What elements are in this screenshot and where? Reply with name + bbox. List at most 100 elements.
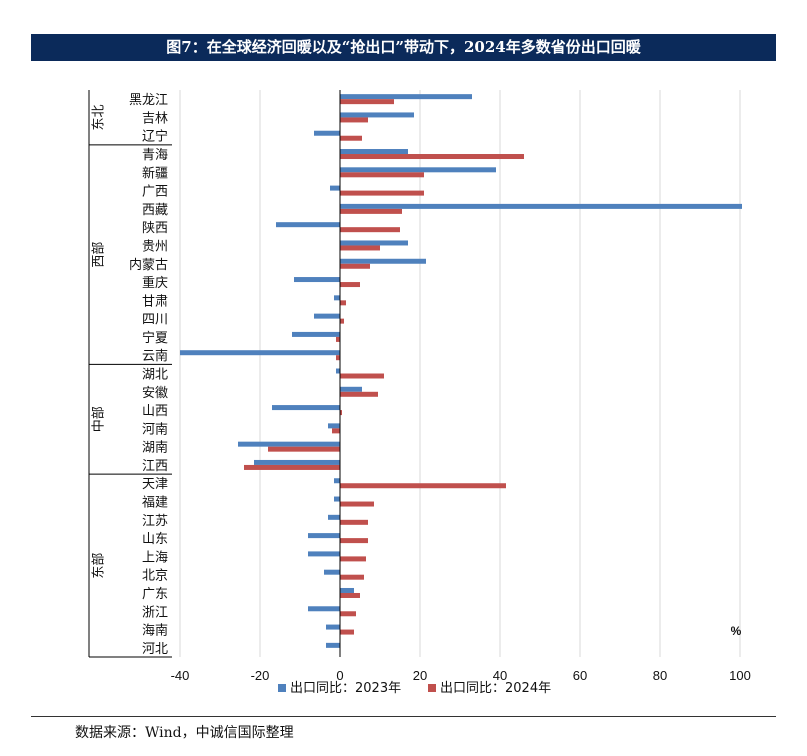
- legend-swatch: [278, 684, 286, 692]
- bar: [294, 277, 340, 283]
- bar: [334, 295, 340, 301]
- bar: [340, 483, 506, 489]
- bar: [332, 428, 340, 434]
- bar: [324, 569, 340, 575]
- bar: [180, 350, 340, 356]
- bar: [340, 135, 362, 141]
- x-tick-label: 20: [413, 668, 427, 683]
- bar: [340, 410, 342, 416]
- x-tick-label: 80: [653, 668, 667, 683]
- category-label: 西藏: [142, 203, 168, 218]
- bar: [340, 245, 380, 251]
- category-label: 辽宁: [142, 129, 168, 145]
- bar: [340, 318, 344, 324]
- bar: [334, 496, 340, 502]
- category-label: 云南: [142, 348, 168, 364]
- chart-title-bar: 图7：在全球经济回暖以及“抢出口”带动下，2024年多数省份出口回暖: [31, 34, 776, 61]
- bar: [328, 423, 340, 429]
- category-label: 四川: [142, 313, 168, 328]
- bar: [340, 208, 402, 214]
- bar: [340, 282, 360, 288]
- bar: [244, 464, 340, 470]
- bar: [340, 391, 378, 397]
- category-label: 内蒙古: [129, 257, 168, 273]
- bar: [340, 629, 354, 635]
- bar: [292, 331, 340, 337]
- category-label: 安徽: [142, 386, 168, 401]
- bar: [314, 313, 340, 319]
- bar: [340, 154, 524, 160]
- bar: [238, 441, 340, 447]
- category-label: 山西: [142, 404, 168, 419]
- category-label: 山东: [142, 532, 168, 547]
- bar: [340, 240, 408, 246]
- bar: [328, 514, 340, 520]
- bar: [340, 258, 426, 264]
- bar: [340, 592, 360, 598]
- category-label: 江西: [142, 459, 168, 474]
- legend-swatch: [428, 684, 436, 692]
- category-label: 吉林: [142, 111, 168, 126]
- bar: [340, 386, 362, 392]
- group-label: 东部: [92, 553, 107, 579]
- group-label: 西部: [92, 242, 107, 268]
- bar: [340, 300, 346, 306]
- bar: [340, 112, 414, 118]
- category-label: 河北: [142, 642, 168, 657]
- group-label: 东北: [92, 104, 107, 130]
- x-tick-label: -20: [251, 668, 270, 683]
- bar: [340, 203, 742, 209]
- category-label: 江苏: [142, 513, 168, 529]
- bar: [314, 130, 340, 136]
- category-label: 北京: [142, 569, 168, 584]
- bar: [340, 227, 400, 233]
- bar: [336, 355, 340, 361]
- bar: [340, 263, 370, 269]
- unit-label: %: [731, 624, 742, 638]
- x-tick-label: -40: [171, 668, 190, 683]
- bar: [276, 222, 340, 228]
- source-note: 数据来源：Wind，中诚信国际整理: [75, 725, 294, 741]
- category-label: 上海: [142, 550, 168, 565]
- category-label: 新疆: [142, 165, 168, 181]
- bar: [326, 624, 340, 630]
- bar: [272, 405, 340, 411]
- bar: [340, 373, 384, 379]
- category-label: 广东: [142, 587, 168, 602]
- bar: [340, 556, 366, 562]
- bar: [340, 519, 368, 525]
- category-label: 河南: [142, 421, 168, 437]
- bar: [308, 606, 340, 612]
- bar: [340, 117, 368, 123]
- bar: [254, 459, 340, 465]
- x-tick-label: 100: [729, 668, 751, 683]
- bar: [336, 336, 340, 342]
- bar: [340, 149, 408, 155]
- category-label: 青海: [142, 148, 168, 163]
- x-tick-label: 40: [493, 668, 507, 683]
- category-label: 浙江: [142, 605, 168, 620]
- legend-label: 出口同比：2024年: [440, 681, 551, 696]
- category-label: 海南: [142, 623, 168, 639]
- bar: [340, 611, 356, 617]
- bar: [268, 446, 340, 452]
- category-label: 甘肃: [142, 294, 168, 309]
- bar: [340, 167, 496, 173]
- bar: [340, 190, 424, 196]
- bar: [336, 368, 340, 374]
- category-label: 湖南: [142, 440, 168, 456]
- category-label: 重庆: [142, 275, 168, 291]
- bar: [340, 172, 424, 178]
- bar: [330, 185, 340, 191]
- bar: [340, 94, 472, 100]
- category-label: 贵州: [142, 239, 168, 254]
- bar: [340, 538, 368, 544]
- footer-divider: [31, 716, 776, 717]
- category-label: 黑龙江: [129, 93, 168, 108]
- x-tick-label: 60: [573, 668, 587, 683]
- category-label: 广西: [142, 185, 168, 200]
- bar: [340, 587, 354, 593]
- category-label: 宁夏: [142, 330, 168, 346]
- bar: [308, 551, 340, 557]
